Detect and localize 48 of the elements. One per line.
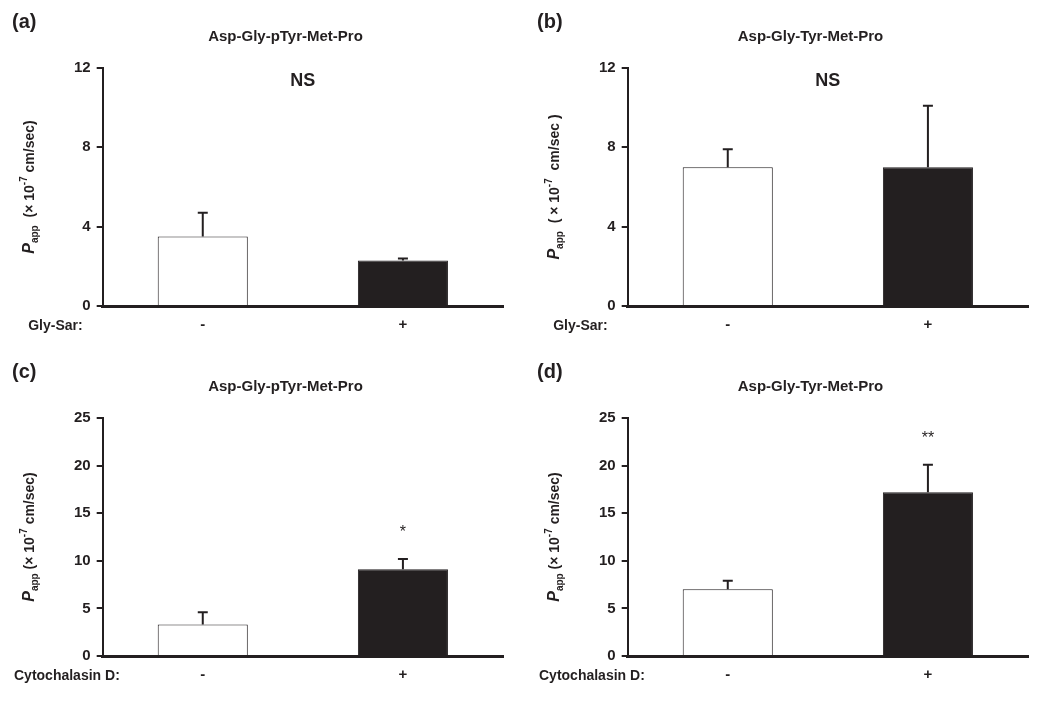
chart-title: Asp-Gly-pTyr-Met-Pro	[208, 377, 363, 395]
y-tick-label: 20	[599, 455, 616, 473]
x-tick-label: +	[923, 665, 933, 683]
y-tick-label: 20	[74, 455, 91, 473]
annotation: *	[399, 523, 407, 541]
text: (d)	[537, 359, 563, 382]
x-tick-label: -	[725, 315, 731, 333]
y-tick-label: 8	[82, 137, 91, 155]
y-tick-label: 4	[82, 216, 92, 234]
y-tick-label: 12	[599, 58, 616, 76]
y-axis-title: Papp (× 10-7 cm/sec)	[542, 472, 565, 602]
annotation: NS	[290, 69, 316, 90]
text: (c)	[12, 359, 37, 382]
y-tick-label: 0	[82, 646, 91, 664]
x-tick-label: -	[200, 315, 206, 333]
y-tick-label: 4	[607, 216, 617, 234]
annotation: **	[921, 429, 935, 447]
y-axis-title: Papp (× 10-7 cm/sec)	[17, 472, 40, 602]
x-axis-title: Cytochalasin D:	[538, 666, 645, 683]
annotation: NS	[815, 69, 841, 90]
x-tick-label: +	[923, 315, 933, 333]
y-tick-label: 25	[74, 408, 91, 426]
chart-title: Asp-Gly-Tyr-Met-Pro	[737, 27, 884, 45]
y-tick-label: 15	[599, 503, 616, 521]
x-tick-label: -	[200, 665, 206, 683]
y-tick-label: 15	[74, 503, 91, 521]
chart-title: Asp-Gly-pTyr-Met-Pro	[208, 27, 363, 45]
x-axis-title: Gly-Sar:	[28, 316, 83, 333]
x-tick-label: -	[725, 665, 731, 683]
y-tick-label: 0	[607, 296, 616, 314]
x-axis-title: Gly-Sar:	[553, 316, 608, 333]
y-tick-label: 12	[74, 58, 91, 76]
y-tick-label: 10	[599, 550, 616, 568]
y-axis-title: Papp (× 10-7 cm/sec)	[17, 120, 40, 254]
y-axis-title: Papp ( × 10-7 cm/sec )	[542, 114, 565, 260]
x-tick-label: +	[398, 315, 408, 333]
chart-title: Asp-Gly-Tyr-Met-Pro	[737, 377, 884, 395]
y-tick-label: 10	[74, 550, 91, 568]
x-tick-label: +	[398, 665, 408, 683]
y-tick-label: 5	[607, 598, 616, 616]
y-tick-label: 8	[607, 137, 616, 155]
x-axis-title: Cytochalasin D:	[13, 666, 120, 683]
y-tick-label: 0	[82, 296, 91, 314]
text: (a)	[12, 9, 37, 32]
y-tick-label: 0	[607, 646, 616, 664]
y-tick-label: 5	[82, 598, 91, 616]
text: (b)	[537, 9, 563, 32]
y-tick-label: 25	[599, 408, 616, 426]
